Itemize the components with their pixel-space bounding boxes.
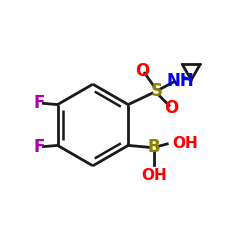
Text: O: O [135, 62, 150, 80]
Text: B: B [148, 138, 160, 156]
Text: O: O [164, 99, 178, 117]
Text: F: F [33, 138, 45, 156]
Text: NH: NH [166, 72, 194, 90]
Text: OH: OH [173, 136, 199, 151]
Text: OH: OH [141, 168, 167, 184]
Text: S: S [150, 82, 162, 100]
Text: F: F [33, 94, 45, 112]
